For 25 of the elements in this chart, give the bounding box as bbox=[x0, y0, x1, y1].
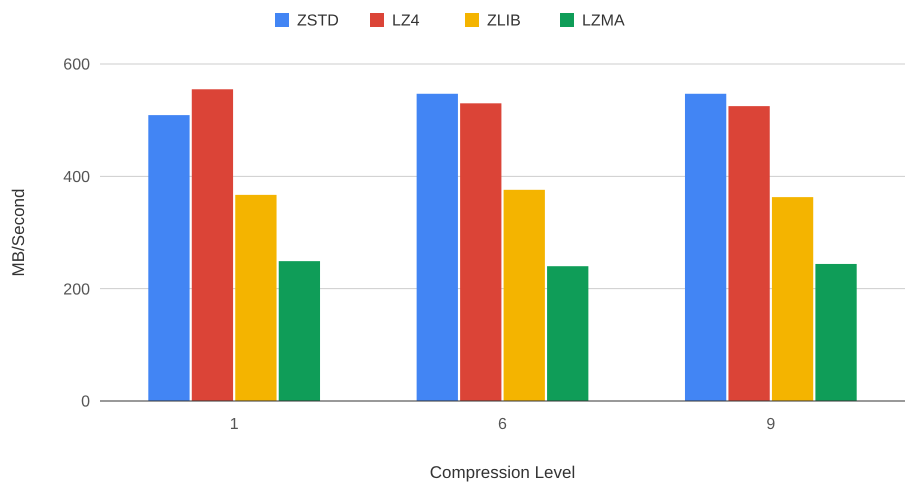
bar bbox=[460, 103, 502, 401]
x-tick-label: 9 bbox=[766, 416, 776, 433]
x-tick-label: 1 bbox=[230, 416, 239, 433]
x-axis-title: Compression Level bbox=[430, 463, 576, 482]
y-tick-label: 0 bbox=[81, 394, 90, 411]
bar bbox=[547, 266, 588, 401]
legend-label: ZSTD bbox=[297, 12, 339, 30]
legend-label: LZMA bbox=[582, 12, 625, 30]
y-axis-title: MB/Second bbox=[9, 188, 28, 276]
bar bbox=[278, 261, 320, 401]
bar bbox=[815, 264, 857, 401]
bar bbox=[772, 197, 814, 401]
bar bbox=[416, 94, 458, 401]
legend-label: ZLIB bbox=[487, 12, 521, 30]
bar bbox=[235, 194, 277, 401]
x-tick-label: 6 bbox=[498, 416, 508, 433]
bar bbox=[148, 115, 190, 401]
bar bbox=[192, 89, 234, 401]
bar bbox=[504, 190, 545, 401]
y-tick-label: 600 bbox=[63, 56, 90, 74]
legend-label: LZ4 bbox=[392, 12, 420, 30]
y-tick-label: 200 bbox=[63, 281, 90, 298]
bar bbox=[684, 94, 726, 401]
y-tick-label: 400 bbox=[63, 168, 90, 186]
bar bbox=[728, 106, 770, 401]
